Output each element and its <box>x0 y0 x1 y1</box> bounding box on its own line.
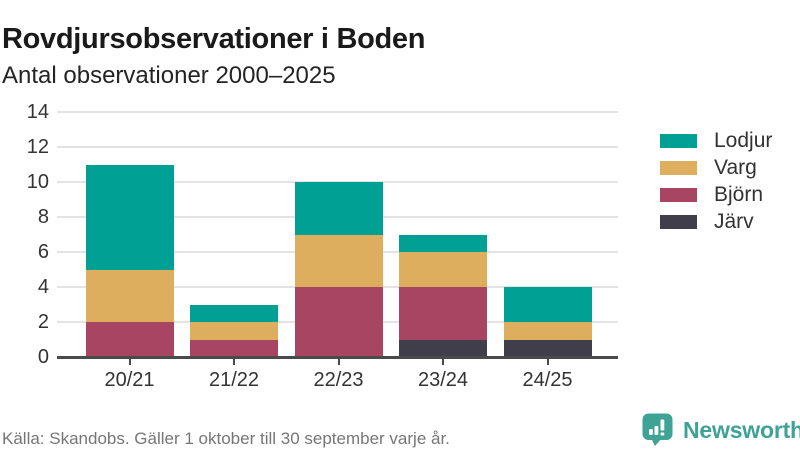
source-note: Källa: Skandobs. Gäller 1 oktober till 3… <box>2 429 450 448</box>
x-axis-tick <box>128 359 131 365</box>
x-axis-tick-label: 22/23 <box>313 369 364 391</box>
bar-segment-järv-24-25 <box>503 339 592 357</box>
bar-segment-järv-23-24 <box>399 339 487 357</box>
x-axis-tick <box>442 359 444 365</box>
newsworthy-logo-text: Newsworthy <box>683 416 800 443</box>
chart-subtitle: Antal observationer 2000–2025 <box>2 62 336 89</box>
y-axis-tick-label: 6 <box>37 241 49 263</box>
bar-segment-varg-21-22 <box>190 322 278 340</box>
x-axis-tick-label: 23/24 <box>417 369 469 391</box>
bar-segment-björn-21-22 <box>190 339 278 357</box>
legend-label: Björn <box>714 182 764 206</box>
x-axis-tick <box>337 359 340 365</box>
bar-segment-björn-20-21 <box>85 322 174 357</box>
x-axis-tick-label: 24/25 <box>522 369 573 391</box>
bar-segment-varg-22-23 <box>294 234 383 287</box>
y-axis-tick-label: 12 <box>26 136 49 158</box>
legend-swatch-järv <box>660 214 697 229</box>
y-axis-tick-label: 4 <box>37 276 49 298</box>
x-axis-tick <box>233 359 235 365</box>
bar-segment-varg-24-25 <box>503 322 592 340</box>
y-axis-tick-label: 10 <box>26 171 49 193</box>
gridline-y-14 <box>57 111 618 113</box>
bar-segment-varg-23-24 <box>399 252 487 287</box>
bar-segment-lodjur-23-24 <box>399 234 487 252</box>
bar-segment-björn-22-23 <box>294 287 383 357</box>
y-axis-tick-label: 0 <box>37 346 49 368</box>
legend-item-lodjur: Lodjur <box>660 127 772 154</box>
bar-segment-björn-23-24 <box>399 287 487 340</box>
legend: Lodjur Varg Björn Järv <box>660 127 772 235</box>
x-axis-line <box>57 356 618 359</box>
chart-title: Rovdjursobservationer i Boden <box>2 23 426 56</box>
legend-label: Järv <box>714 209 754 233</box>
legend-item-järv: Järv <box>660 208 772 235</box>
bar-segment-lodjur-21-22 <box>190 304 278 322</box>
gridline-y-12 <box>57 146 618 148</box>
bar-segment-lodjur-20-21 <box>85 164 174 270</box>
legend-item-varg: Varg <box>660 154 772 181</box>
bar-segment-varg-20-21 <box>85 269 174 322</box>
bar-segment-lodjur-22-23 <box>294 182 383 235</box>
legend-label: Lodjur <box>714 128 773 152</box>
newsworthy-logo-icon <box>642 413 673 446</box>
legend-swatch-varg <box>660 160 697 175</box>
y-axis-tick-label: 8 <box>37 206 49 228</box>
x-axis-tick-label: 20/21 <box>104 369 155 391</box>
legend-swatch-björn <box>660 187 697 202</box>
y-axis-tick-label: 2 <box>37 311 49 333</box>
plot-area: 0 2 4 6 8 10 12 14 20/21 21/22 22/23 23/24 24/25 <box>27 101 618 391</box>
bar-segment-lodjur-24-25 <box>503 287 592 322</box>
x-axis-tick <box>546 359 549 365</box>
legend-item-björn: Björn <box>660 181 772 208</box>
y-axis-tick-label: 14 <box>26 101 49 123</box>
newsworthy-logo: Newsworthy <box>642 413 800 447</box>
legend-swatch-lodjur <box>660 133 697 148</box>
x-axis-tick-label: 21/22 <box>208 369 260 391</box>
legend-label: Varg <box>714 155 757 179</box>
